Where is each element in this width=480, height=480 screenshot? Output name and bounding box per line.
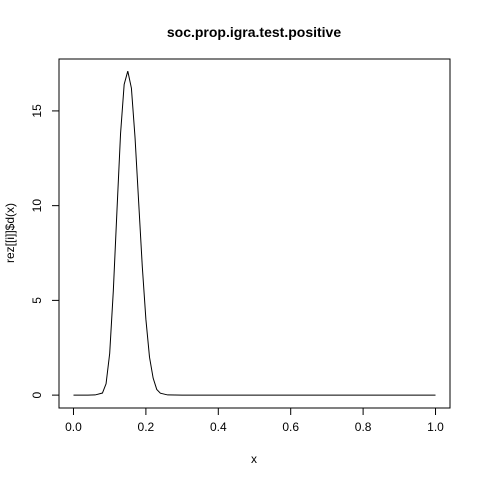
x-tick-label: 0.0: [65, 420, 82, 434]
chart-title: soc.prop.igra.test.positive: [167, 24, 341, 40]
y-tick-label: 10: [30, 199, 44, 213]
x-tick-label: 0.4: [210, 420, 227, 434]
x-axis-label: x: [251, 452, 257, 466]
y-tick-label: 0: [30, 391, 44, 398]
density-line: [73, 71, 435, 395]
x-tick-label: 0.2: [138, 420, 155, 434]
y-tick-label: 15: [30, 104, 44, 118]
x-tick-label: 1.0: [427, 420, 444, 434]
plot-frame: [59, 59, 450, 408]
x-tick-label: 0.6: [282, 420, 299, 434]
y-axis: 0 5 10 15: [30, 104, 59, 399]
x-axis: 0.0 0.2 0.4 0.6 0.8 1.0: [65, 408, 444, 434]
y-tick-label: 5: [30, 297, 44, 304]
x-tick-label: 0.8: [355, 420, 372, 434]
y-axis-label: rez[[i]]$d(x): [3, 203, 17, 263]
